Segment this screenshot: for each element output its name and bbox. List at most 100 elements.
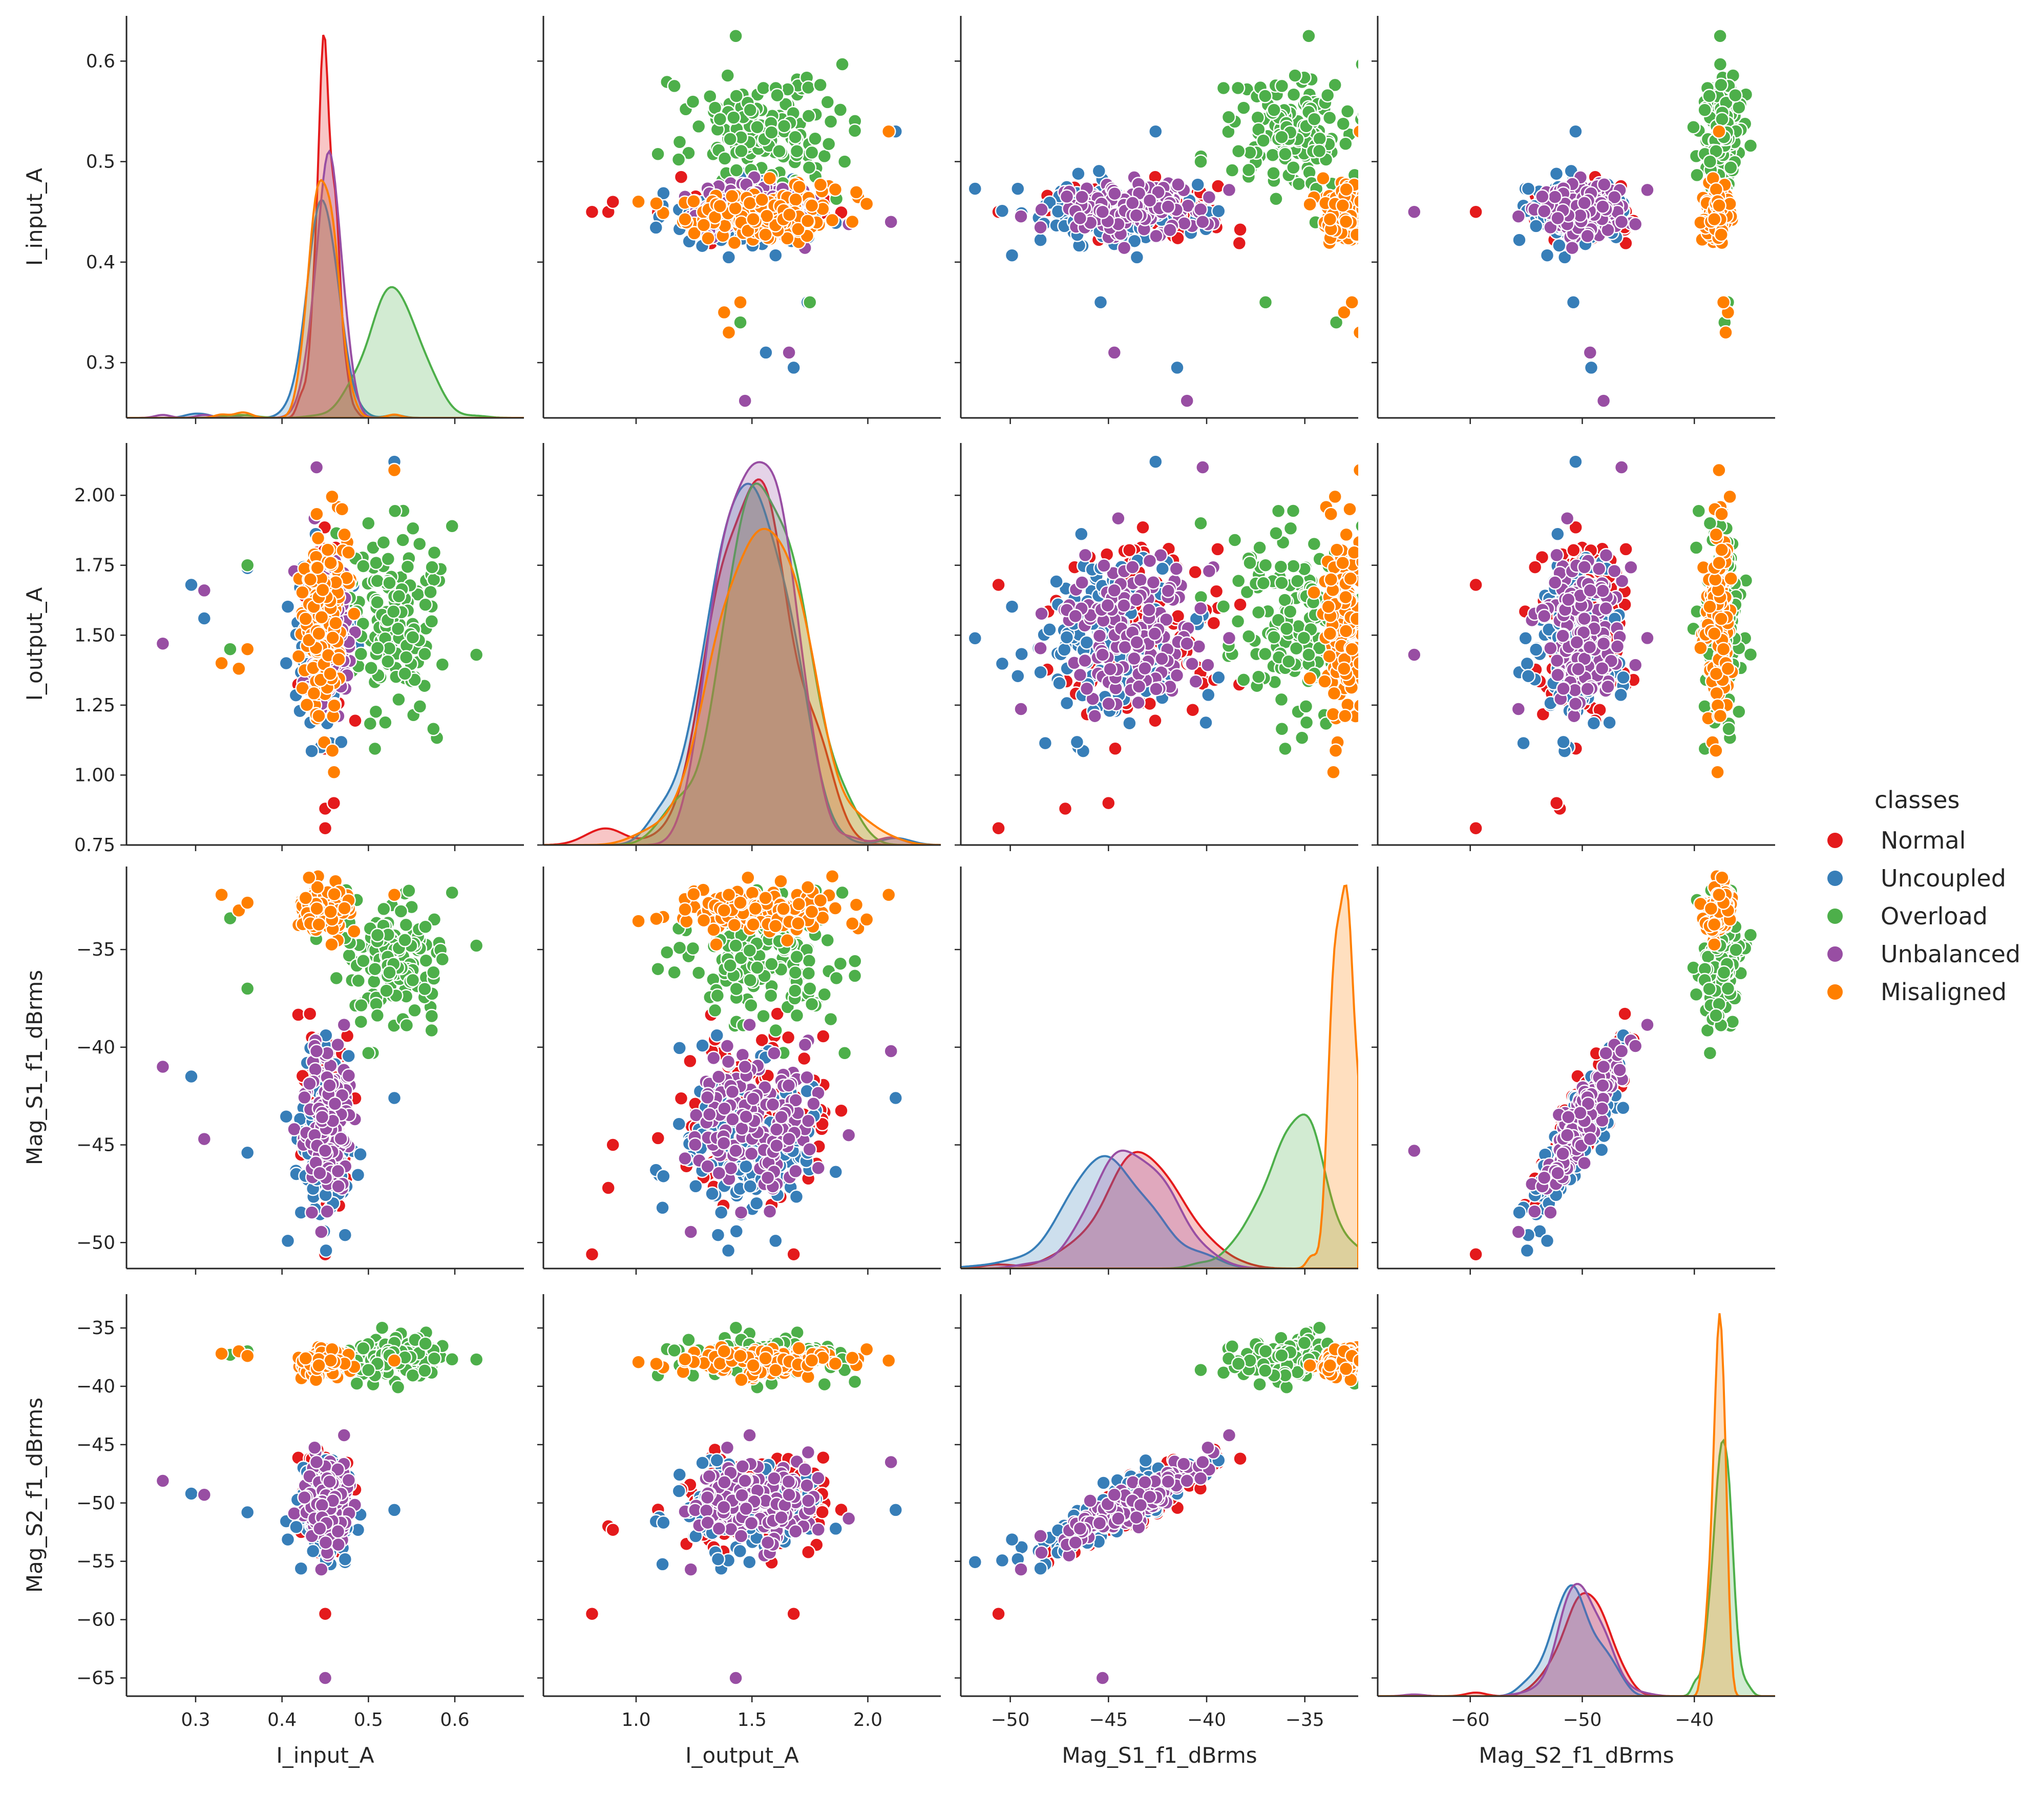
point-unbalanced (1078, 653, 1092, 668)
point-uncoupled (1528, 219, 1544, 234)
point-normal (1534, 550, 1550, 565)
point-normal (1206, 616, 1221, 630)
point-unbalanced (1161, 199, 1176, 214)
y-tick-label: 0.5 (86, 152, 115, 173)
y-tick-label: 1.75 (74, 555, 115, 576)
point-misaligned (1709, 527, 1724, 542)
point-overload (1355, 520, 1358, 533)
point-overload (1354, 112, 1358, 126)
point-unbalanced (1092, 628, 1107, 643)
point-misaligned (742, 196, 757, 210)
point-overload (803, 295, 817, 310)
point-misaligned (813, 177, 828, 193)
point-uncoupled (338, 1228, 353, 1242)
point-normal (348, 713, 363, 728)
point-overload (691, 119, 706, 134)
point-overload (1258, 646, 1273, 662)
point-unbalanced (1577, 560, 1592, 575)
point-overload (368, 704, 384, 719)
point-unbalanced (1149, 682, 1164, 696)
point-unbalanced (1142, 553, 1157, 568)
point-uncoupled (319, 1243, 333, 1258)
point-unbalanced (1191, 639, 1207, 654)
point-unbalanced (1594, 661, 1610, 676)
point-misaligned (727, 235, 742, 250)
point-overload (720, 68, 735, 83)
point-misaligned (1707, 626, 1722, 641)
point-overload (356, 559, 371, 574)
point-overload (1267, 630, 1281, 645)
point-overload (800, 80, 816, 95)
point-misaligned (1342, 501, 1357, 517)
point-misaligned (303, 572, 318, 587)
point-uncoupled (758, 345, 773, 360)
point-overload (1298, 699, 1314, 714)
point-misaligned (1712, 124, 1726, 139)
point-overload (1338, 136, 1353, 152)
point-overload (1216, 80, 1231, 96)
point-normal (1058, 801, 1073, 816)
point-uncoupled (1042, 622, 1057, 637)
point-overload (1278, 741, 1293, 756)
point-uncoupled (279, 1109, 294, 1124)
point-unbalanced (1072, 210, 1088, 226)
point-overload (1256, 133, 1271, 148)
point-misaligned (1354, 628, 1358, 641)
point-unbalanced (197, 583, 212, 598)
point-overload (405, 630, 420, 645)
point-uncoupled (656, 186, 671, 201)
point-overload (1322, 110, 1337, 125)
point-unbalanced (1595, 583, 1610, 599)
point-overload (1252, 540, 1267, 555)
point-overload (361, 516, 376, 531)
point-uncoupled (1010, 181, 1025, 196)
point-misaligned (1343, 571, 1358, 586)
point-misaligned (678, 212, 692, 227)
point-normal (1108, 741, 1123, 756)
point-unbalanced (1565, 240, 1580, 256)
point-unbalanced (1596, 393, 1611, 408)
point-misaligned (1322, 649, 1337, 664)
point-unbalanced (1095, 204, 1110, 219)
kde-misaligned (127, 179, 524, 418)
point-normal (1209, 584, 1224, 599)
point-misaligned (331, 652, 346, 667)
point-overload (1279, 621, 1294, 637)
point-misaligned (325, 630, 340, 645)
point-overload (728, 29, 743, 44)
point-unbalanced (1179, 393, 1194, 408)
point-unbalanced (1137, 661, 1152, 676)
point-overload (1241, 162, 1256, 178)
point-unbalanced (1149, 228, 1164, 244)
point-unbalanced (1549, 653, 1565, 668)
point-overload (1283, 521, 1298, 536)
point-overload (1281, 654, 1296, 669)
point-unbalanced (1511, 702, 1526, 716)
point-unbalanced (1014, 702, 1028, 716)
y-tick-label: 0.75 (74, 835, 115, 856)
point-uncoupled (1516, 735, 1531, 751)
point-misaligned (1323, 506, 1338, 521)
point-misaligned (804, 198, 819, 213)
point-uncoupled (1613, 687, 1628, 703)
panel-I_output_A-vs-Mag_S1_f1_dBrms (955, 443, 1358, 851)
point-misaligned (1337, 661, 1352, 677)
point-normal (991, 820, 1006, 836)
point-overload (1265, 147, 1280, 163)
point-overload (1327, 77, 1342, 93)
point-overload (1274, 692, 1289, 707)
point-misaligned (1712, 198, 1726, 213)
point-unbalanced (1129, 208, 1144, 223)
point-uncoupled (1155, 561, 1170, 576)
point-uncoupled (1584, 360, 1599, 375)
point-uncoupled (350, 1167, 366, 1182)
point-overload (353, 646, 369, 662)
point-misaligned (325, 743, 340, 758)
point-overload (353, 1014, 369, 1029)
point-overload (1296, 630, 1312, 645)
point-misaligned (314, 609, 329, 625)
point-misaligned (721, 325, 736, 340)
point-unbalanced (1097, 558, 1111, 573)
point-misaligned (310, 531, 326, 546)
point-overload (387, 503, 403, 519)
